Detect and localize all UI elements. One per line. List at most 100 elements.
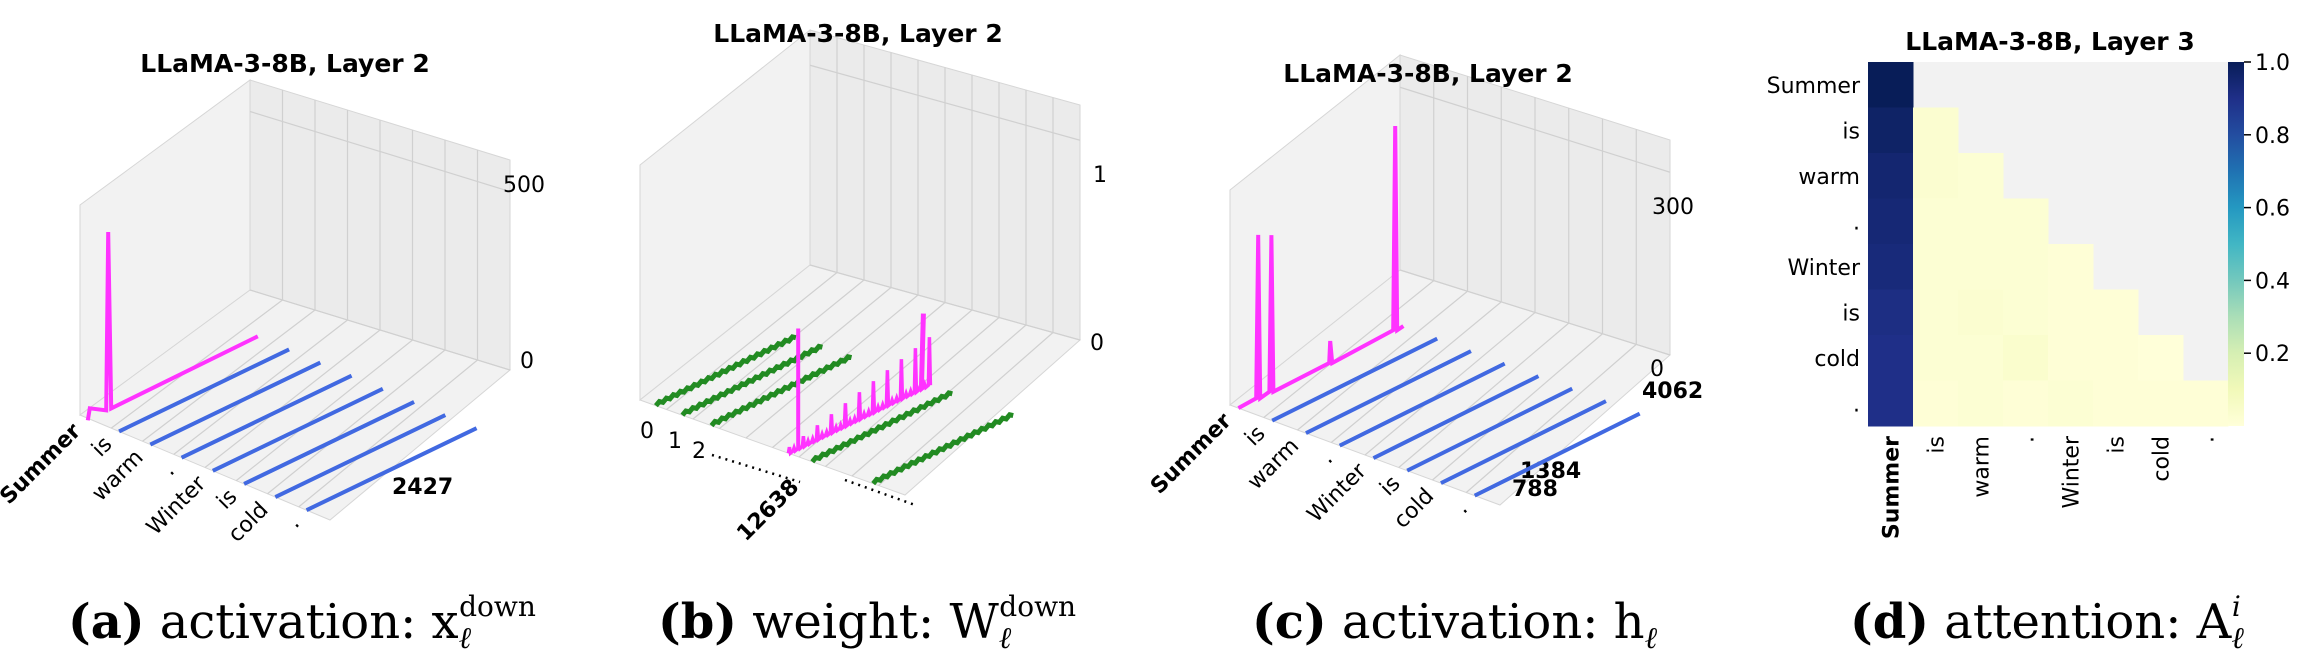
panel-caption: (a) activation: xℓdown	[68, 590, 536, 656]
heatmap-cell	[1868, 198, 1914, 245]
series-line	[810, 390, 953, 464]
heatmap-cell	[1913, 335, 1959, 381]
heatmap-cell	[1868, 289, 1914, 336]
token-tick-label: .	[1315, 446, 1338, 469]
colorbar	[2228, 62, 2244, 426]
z-tick-label: 0	[520, 349, 534, 374]
row-tick-label: 0	[640, 419, 654, 444]
series-line	[305, 426, 478, 512]
row-tick-label: Summer	[1767, 74, 1861, 99]
grid-line	[878, 332, 1054, 486]
heatmap-cell	[2003, 244, 2049, 290]
grid-line	[204, 329, 381, 468]
grid-line	[1399, 269, 1671, 356]
grid-line	[267, 349, 446, 495]
grid-line	[1398, 322, 1570, 468]
heatmap-cell	[2138, 380, 2184, 427]
heatmap-cell	[1958, 380, 2004, 427]
spike-mark	[918, 313, 926, 389]
heatmap-cell	[1913, 153, 1959, 199]
token-tick-label: .	[157, 458, 180, 481]
col-tick-label: .	[2015, 436, 2040, 443]
grid-line	[1399, 86, 1671, 173]
row-tick-label: is	[1842, 301, 1860, 326]
col-tick-label: warm	[1970, 436, 1995, 498]
grid-line	[809, 264, 1081, 341]
heatmap-cell	[1958, 153, 2004, 199]
row-tick-label: cold	[1814, 347, 1860, 372]
heatmap-cell	[2048, 335, 2094, 381]
heatmap-cell	[2003, 380, 2049, 427]
heatmap-cell	[1913, 198, 1959, 245]
series-line	[653, 334, 797, 408]
row-ellipsis	[711, 453, 801, 484]
series-line	[211, 386, 384, 473]
heatmap-cell	[2003, 198, 2049, 245]
colorbar-tick-label: 0.2	[2255, 342, 2290, 367]
grid-line	[772, 302, 946, 448]
z-tick-label: 0	[1090, 331, 1104, 356]
heatmap-cell	[1868, 107, 1914, 154]
heatmap-cell	[1958, 244, 2004, 290]
row-tick-label: 2	[692, 439, 706, 464]
grid-line	[173, 319, 348, 455]
caption-subscript: ℓ	[1645, 621, 1658, 656]
caption-text: attention: A	[1929, 594, 2233, 650]
chart-title: LLaMA-3-8B, Layer 3	[1905, 27, 2194, 56]
heatmap-cell	[2138, 335, 2184, 381]
row-tick-label: .	[1853, 392, 1860, 417]
panel-caption: (b) weight: Wℓdown	[658, 590, 1076, 656]
col-tick-label: is	[1925, 436, 1950, 454]
channel-tick-label: 1384	[1520, 459, 1581, 484]
caption-text: weight: W	[737, 594, 999, 650]
heatmap-cell	[1868, 335, 1914, 381]
heatmap-cell	[2093, 380, 2139, 427]
caption-superscript: i	[2232, 590, 2241, 623]
heatmap-cell	[1913, 289, 1959, 336]
token-tick-label: is	[1240, 421, 1270, 451]
channel-tick-label: 2427	[392, 475, 453, 500]
heatmap-cell	[2003, 335, 2049, 381]
heatmap-cell	[1958, 335, 2004, 381]
chart-title: LLaMA-3-8B, Layer 2	[713, 19, 1002, 48]
grid-line	[235, 339, 413, 482]
token-tick-label: is	[87, 432, 117, 462]
col-tick-label: is	[2105, 436, 2130, 454]
heatmap-cell	[2093, 335, 2139, 381]
row-tick-label: warm	[1798, 165, 1860, 190]
panel-caption: (c) activation: hℓ	[1252, 594, 1658, 656]
series-line	[243, 400, 415, 486]
col-tick-label: Winter	[2060, 435, 2085, 508]
grid-line	[1465, 343, 1637, 493]
series-line-summer	[1237, 125, 1405, 410]
chart-title: LLaMA-3-8B, Layer 2	[140, 49, 429, 78]
caption-text: activation: h	[1327, 594, 1645, 650]
caption-subscript: ℓ	[999, 621, 1012, 656]
grid-line	[249, 110, 511, 193]
series-line	[1338, 361, 1506, 448]
token-tick-label: Summer	[0, 419, 86, 510]
series-line	[118, 347, 290, 434]
heatmap-cell	[1958, 289, 2004, 336]
heatmap-cell	[2093, 289, 2139, 336]
token-tick-label: is	[1375, 471, 1405, 501]
caption-text: activation: x	[145, 594, 459, 650]
colorbar-tick-label: 0.6	[2255, 197, 2290, 222]
grid-line	[249, 289, 511, 371]
colorbar-tick-label: 1.0	[2255, 51, 2290, 76]
row-tick-label: .	[1853, 210, 1860, 235]
heatmap-cell	[2048, 244, 2094, 290]
grid-line	[298, 359, 478, 508]
grid-line	[1263, 280, 1435, 418]
heatmap-cell	[2048, 289, 2094, 336]
col-tick-label: .	[2195, 436, 2220, 443]
panel-caption: (d) attention: Aℓi	[1850, 590, 2244, 656]
heatmap-cell	[1913, 380, 1959, 427]
grid-line	[1297, 290, 1468, 431]
heatmap-cell	[1913, 107, 1959, 154]
grid-line	[1330, 301, 1502, 443]
